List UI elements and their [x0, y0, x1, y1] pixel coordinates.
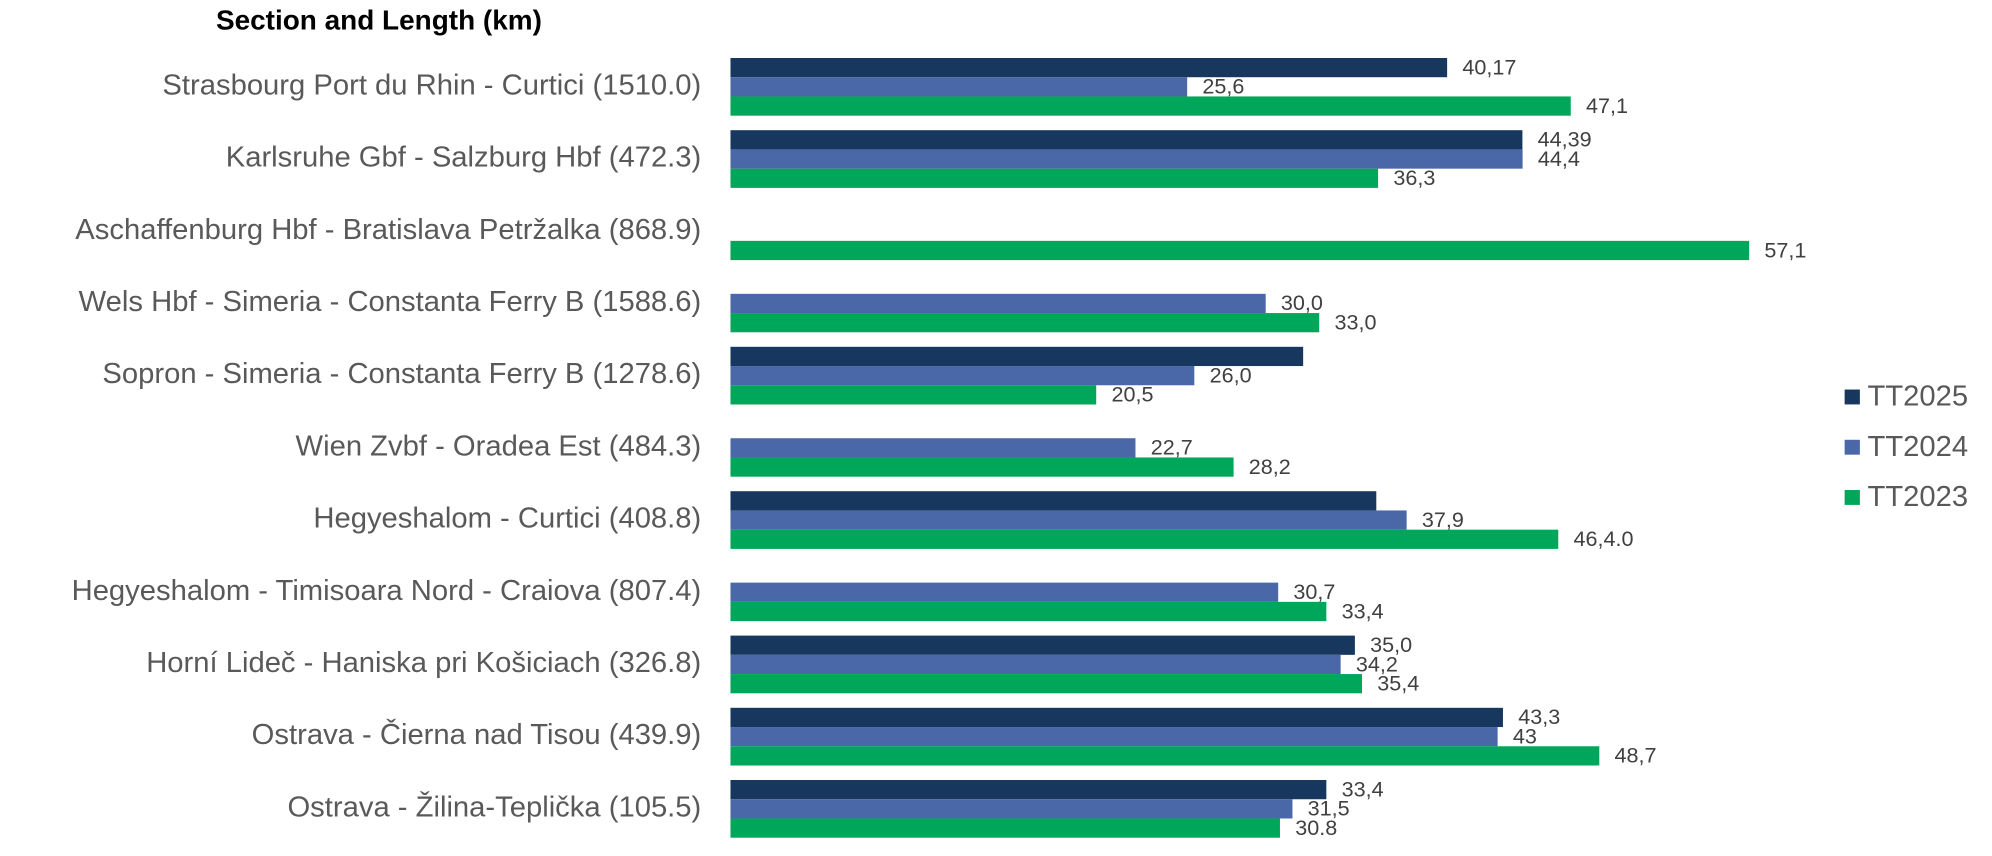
value-label: 26,0 [1210, 364, 1252, 388]
category-label: Karlsruhe Gbf - Salzburg Hbf (472.3) [226, 142, 702, 174]
value-label: 35,4 [1377, 672, 1419, 696]
bar [730, 799, 1293, 819]
category-label: Hegyeshalom - Timisoara Nord - Craiova (… [72, 575, 702, 607]
value-label: 44,39 [1538, 128, 1592, 152]
bar [730, 707, 1503, 728]
legend-label: TT2023 [1868, 482, 1969, 514]
bar [730, 168, 1379, 188]
value-label: 28,2 [1249, 455, 1291, 479]
bar [730, 746, 1600, 766]
legend-label: TT2024 [1868, 431, 1969, 463]
bar [730, 491, 1377, 511]
category-label: Sopron - Simeria - Constanta Ferry B (12… [102, 358, 701, 390]
bar [730, 313, 1320, 333]
value-label: 35,0 [1370, 633, 1412, 657]
bar [730, 654, 1341, 675]
bar [730, 674, 1363, 694]
value-label: 47,1 [1586, 94, 1628, 118]
bar [730, 457, 1234, 477]
category-label: Ostrava - Čierna nad Tisou (439.9) [252, 718, 702, 752]
bar [730, 635, 1355, 655]
bar [730, 510, 1407, 530]
value-label: 30.8 [1295, 816, 1337, 840]
bar [730, 529, 1559, 549]
value-label: 46,4.0 [1574, 527, 1634, 551]
value-label: 33,0 [1334, 311, 1376, 335]
bar [730, 582, 1279, 602]
bar [730, 149, 1523, 169]
value-label: 40,17 [1462, 56, 1516, 80]
value-label: 25,6 [1202, 75, 1244, 99]
legend-swatch [1844, 439, 1860, 455]
bar [730, 130, 1523, 150]
value-label: 33,4 [1342, 600, 1384, 624]
bar [730, 96, 1571, 116]
value-label: 44,4 [1538, 147, 1580, 171]
category-label: Wels Hbf - Simeria - Constanta Ferry B (… [79, 286, 702, 318]
bar [730, 77, 1188, 97]
value-label: 43,3 [1518, 705, 1560, 729]
bar [730, 438, 1136, 458]
bar [730, 727, 1498, 747]
value-label: 20,5 [1111, 383, 1153, 407]
category-label: Horní Lideč - Haniska pri Košiciach (326… [146, 647, 701, 679]
value-label: 36,3 [1393, 166, 1435, 190]
bar [730, 293, 1266, 314]
bar [730, 366, 1195, 386]
value-label: 33,4 [1342, 778, 1384, 802]
legend-swatch [1844, 490, 1860, 505]
bar [730, 240, 1750, 261]
bar [730, 818, 1280, 838]
bar [730, 780, 1327, 800]
value-label: 31,5 [1308, 797, 1350, 821]
bar [730, 57, 1448, 78]
chart-title: Section and Length (km) [216, 5, 542, 36]
value-label: 57,1 [1764, 239, 1806, 263]
value-label: 30,0 [1281, 291, 1323, 315]
category-label: Strasbourg Port du Rhin - Curtici (1510.… [162, 70, 701, 102]
value-label: 30,7 [1293, 580, 1335, 604]
value-label: 48,7 [1615, 744, 1657, 768]
bar [730, 346, 1304, 367]
category-label: Hegyeshalom - Curtici (408.8) [313, 503, 701, 535]
value-label: 43 [1513, 725, 1537, 749]
category-label: Wien Zvbf - Oradea Est (484.3) [296, 431, 702, 463]
legend-label: TT2025 [1868, 381, 1969, 413]
legend-swatch [1844, 389, 1860, 405]
bar [730, 385, 1097, 405]
value-label: 22,7 [1151, 436, 1193, 460]
value-label: 34,2 [1356, 652, 1398, 676]
bar [730, 601, 1327, 622]
value-label: 37,9 [1422, 508, 1464, 532]
category-label: Aschaffenburg Hbf - Bratislava Petržalka… [75, 214, 701, 246]
category-label: Ostrava - Žilina-Teplička (105.5) [287, 791, 701, 824]
